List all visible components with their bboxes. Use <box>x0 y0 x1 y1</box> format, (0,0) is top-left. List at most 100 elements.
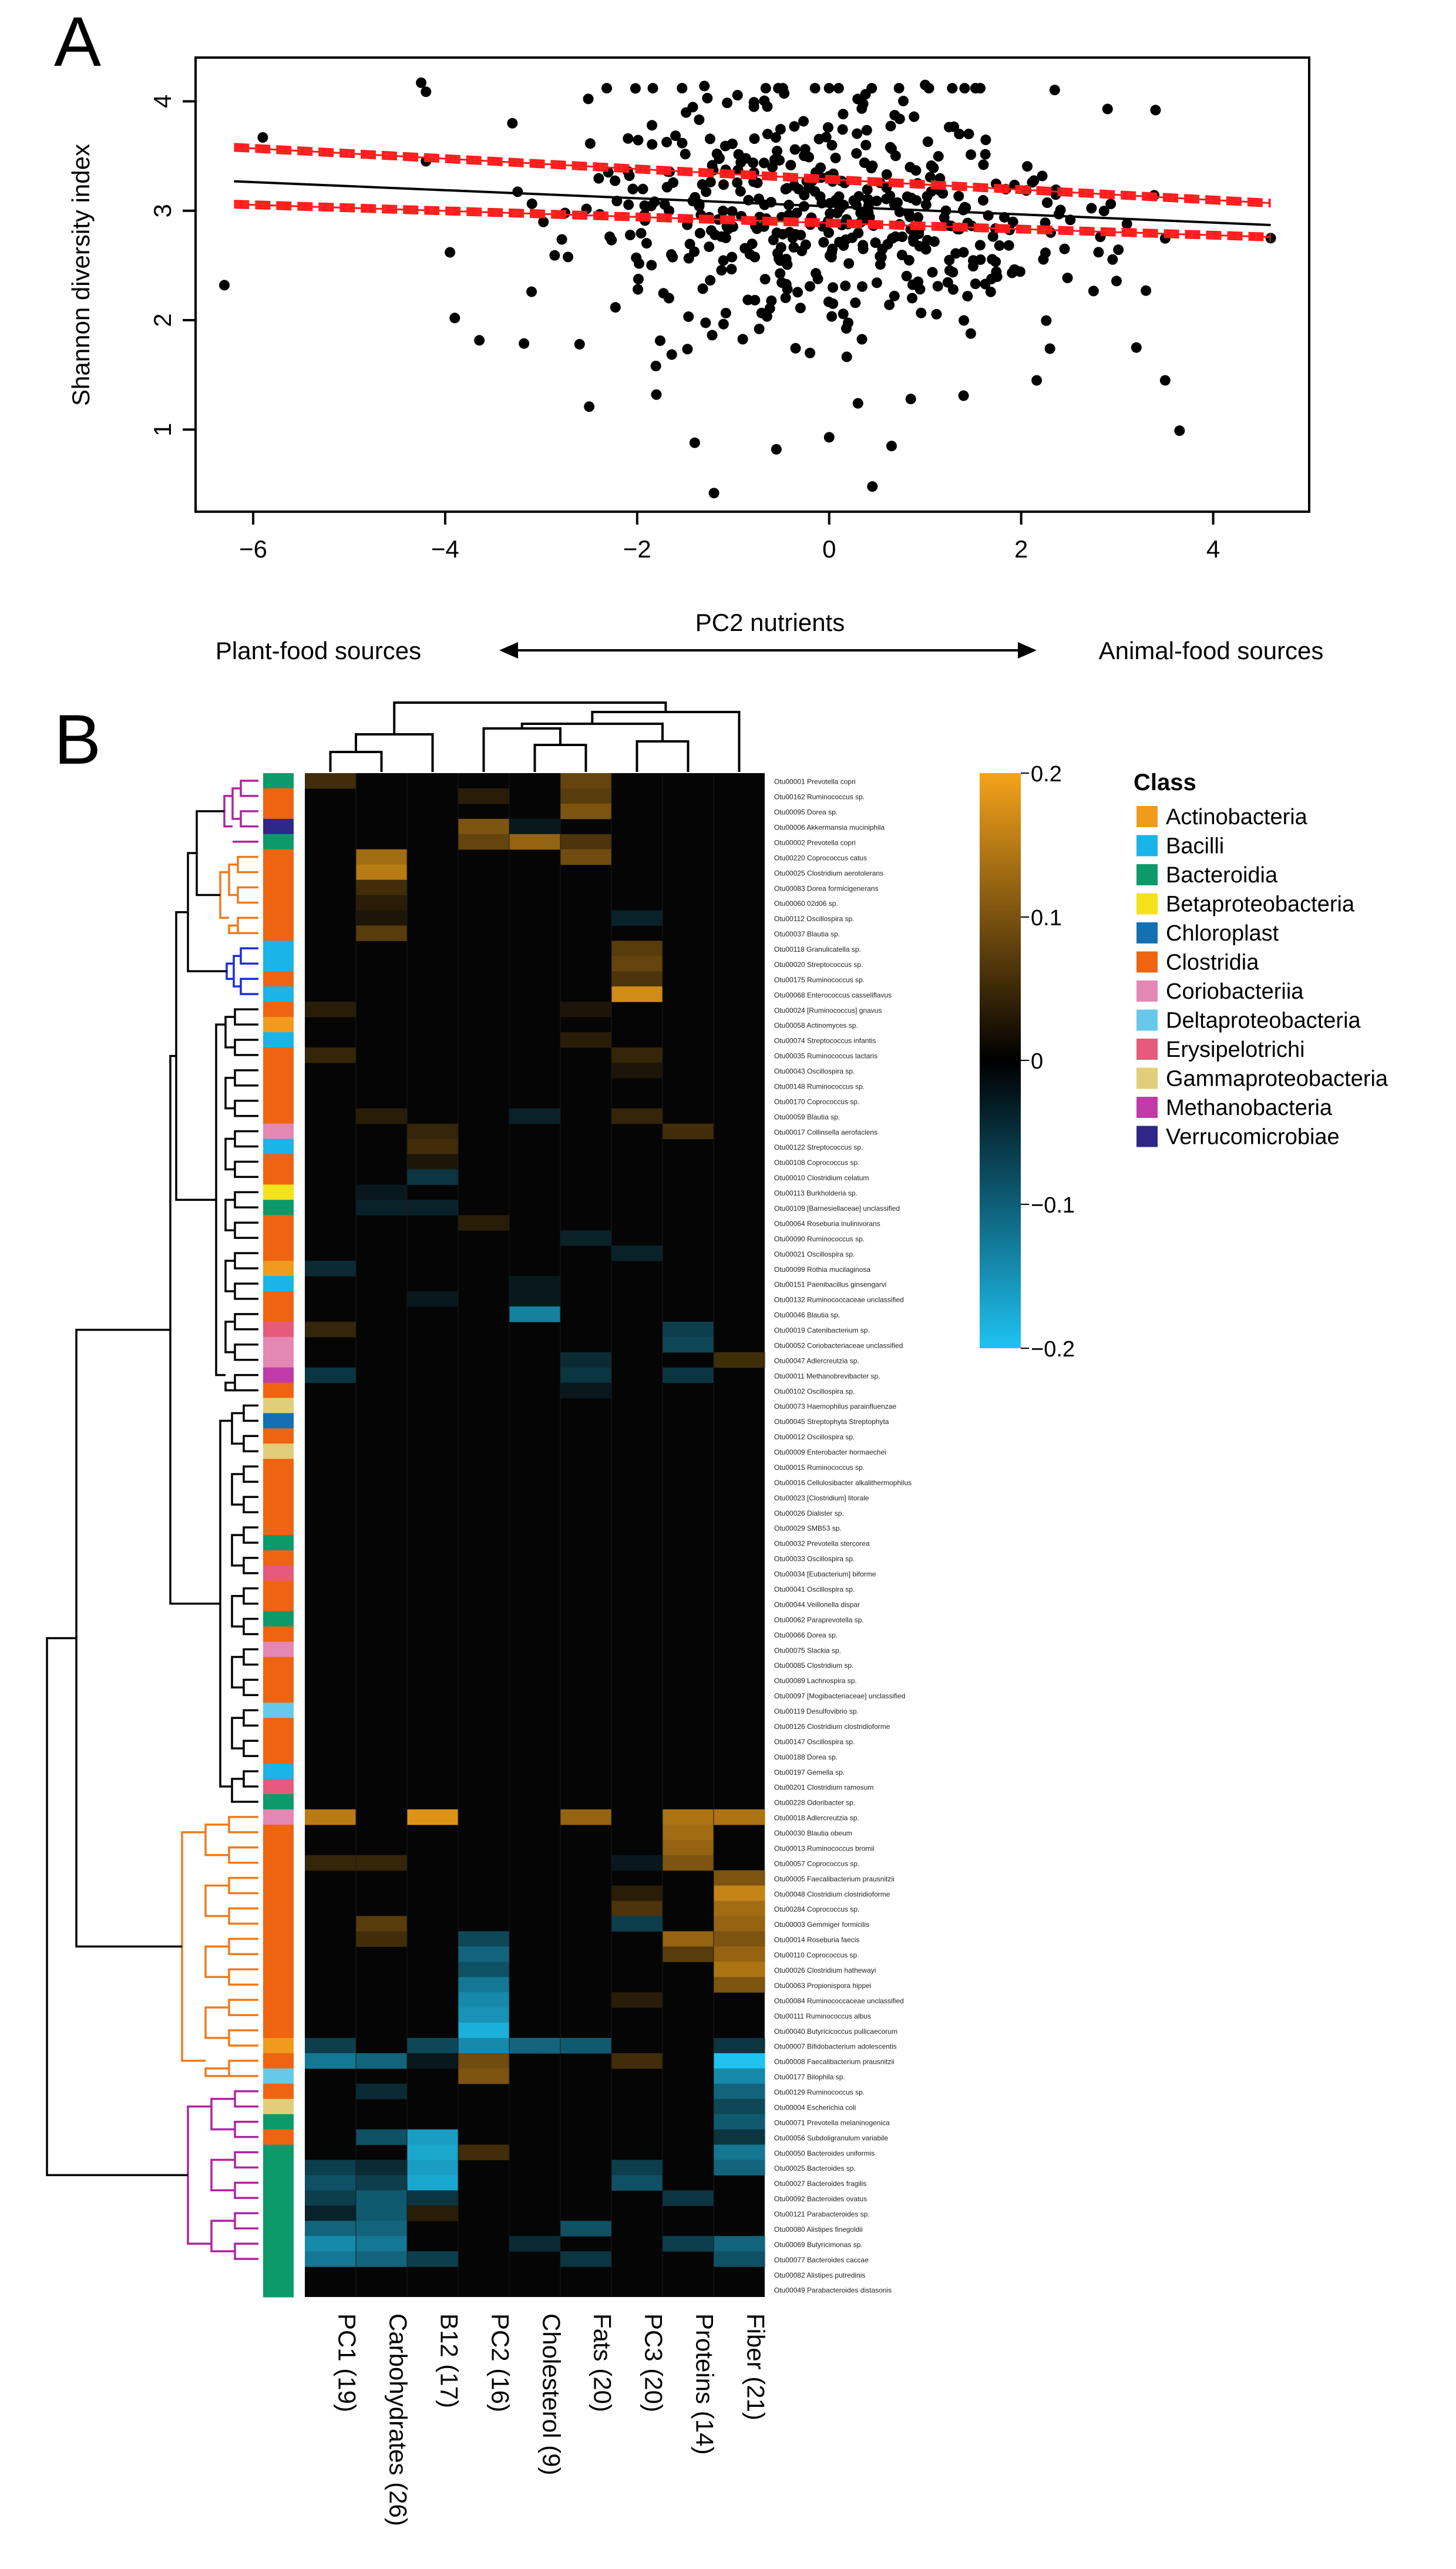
otu-label: Otu00025 Bacteroides sp. <box>774 2164 856 2172</box>
heatmap-cell <box>356 2083 408 2100</box>
scatter-point <box>762 129 773 140</box>
arrow-head-left <box>499 642 518 659</box>
dendrogram-branch <box>231 787 241 820</box>
dendrogram-branch <box>210 2098 235 2131</box>
heatmap-cell <box>305 2236 357 2252</box>
class-color-cell <box>263 1032 294 1048</box>
otu-label: Otu00050 Bacteroides uniformis <box>774 2149 875 2157</box>
heatmap-cell <box>458 2068 510 2084</box>
heatmap-cell <box>714 2083 765 2100</box>
scatter-point <box>647 120 658 131</box>
otu-label: Otu00066 Dorea sp. <box>774 1631 838 1639</box>
heatmap-cell <box>356 2251 408 2267</box>
heatmap-cell <box>560 1809 612 1825</box>
scatter-point <box>556 234 567 245</box>
confidence-band-upper <box>234 145 1271 203</box>
dendrogram-branch <box>234 1374 258 1392</box>
column-label: B12 (17) <box>436 2313 463 2408</box>
scatter-point <box>852 128 863 139</box>
otu-label: Otu00047 Adlercreutzia sp. <box>774 1356 859 1365</box>
otu-label: Otu00089 Lachnospira sp. <box>774 1677 857 1685</box>
scatter-point <box>563 251 574 263</box>
dendrogram-branch <box>234 2151 258 2169</box>
scatter-point <box>722 223 734 234</box>
scatter-point <box>765 197 776 208</box>
scatter-point <box>876 251 887 263</box>
scatter-point <box>789 144 801 155</box>
heatmap-cell <box>560 1382 612 1399</box>
otu-label: Otu00043 Oscillospira sp. <box>774 1067 855 1076</box>
otu-label: Otu00201 Clostridium ramosum <box>774 1784 873 1792</box>
scatter-point <box>885 190 896 202</box>
heatmap-cell <box>305 2205 357 2221</box>
scatter-point <box>771 227 782 239</box>
class-color-cell <box>263 895 294 911</box>
scatter-point <box>421 86 432 98</box>
scatter-point <box>885 120 896 132</box>
class-color-cell <box>263 2083 294 2100</box>
otu-label: Otu00041 Oscillospira sp. <box>774 1585 855 1593</box>
class-color-cell <box>263 1398 294 1414</box>
otu-label: Otu00083 Dorea formicigenerans <box>774 884 878 892</box>
scatter-point <box>610 175 621 186</box>
scatter-point <box>474 335 485 346</box>
heatmap-cell <box>663 1123 714 1140</box>
otu-label: Otu00122 Streptococcus sp. <box>774 1143 863 1151</box>
scatter-point <box>905 394 916 405</box>
heatmap-cell <box>305 1809 357 1825</box>
class-color-cell <box>263 1428 294 1444</box>
class-color-cell <box>263 864 294 881</box>
color-scale-bar <box>980 773 1021 1348</box>
heatmap-cell <box>714 2160 765 2176</box>
dendrogram-branch <box>243 1709 258 1727</box>
class-color-cell <box>263 1977 294 1993</box>
scatter-point <box>1022 161 1033 172</box>
scatter-point <box>977 194 988 206</box>
scatter-point <box>792 287 803 298</box>
dendrogram-branch <box>243 1678 258 1697</box>
scatter-point <box>749 133 760 145</box>
scatter-point <box>681 107 692 118</box>
class-color-cell <box>263 1002 294 1017</box>
color-scale-zero: 0 <box>1031 1049 1043 1074</box>
scatter-point <box>901 270 912 281</box>
legend-swatch <box>1136 835 1158 857</box>
class-color-cell <box>263 1245 294 1261</box>
dendrogram-branch <box>204 1824 229 1856</box>
otu-label: Otu00049 Parabacteroides distasonis <box>774 2286 892 2295</box>
scatter-point <box>740 153 751 164</box>
scatter-point <box>852 398 863 409</box>
column-labels: PC1 (19) Carbohydrates (26) B12 (17) PC2 (1… <box>334 2313 770 2526</box>
scatter-point <box>914 241 925 252</box>
heatmap-cell <box>305 2038 357 2054</box>
class-color-cell <box>263 1900 294 1917</box>
dendrogram-branch <box>237 886 258 904</box>
scatter-point <box>1037 170 1048 182</box>
legend-label: Bacteroidia <box>1166 863 1278 888</box>
otu-label: Otu00017 Collinsella aerofaciens <box>774 1128 877 1136</box>
dendrogram-branch <box>234 1160 258 1178</box>
scatter-point <box>965 328 976 339</box>
class-color-cell <box>263 1306 294 1322</box>
otu-label: Otu00032 Prevotella stercorea <box>774 1540 870 1548</box>
scatter-point <box>889 290 900 301</box>
class-color-cell <box>263 1718 294 1734</box>
confidence-band-upper <box>234 148 1271 206</box>
scatter-point <box>694 200 705 211</box>
y-tick-label: 1 <box>149 423 176 436</box>
scatter-point <box>1086 203 1097 214</box>
dendrogram-branch <box>243 1739 258 1757</box>
scatter-point <box>711 148 722 159</box>
scatter-point <box>526 198 537 209</box>
class-color-cell <box>263 1992 294 2008</box>
scatter-point <box>920 199 932 210</box>
heatmap-cell <box>611 1855 663 1871</box>
confidence-band-lower <box>234 203 1271 238</box>
scatter-point <box>574 339 585 350</box>
scatter-point <box>922 136 933 147</box>
scatter-point <box>796 246 808 257</box>
dendrogram-branch <box>233 955 241 988</box>
heatmap-cell <box>663 1367 714 1383</box>
scatter-point <box>416 77 427 88</box>
class-color-cell <box>263 1474 294 1490</box>
